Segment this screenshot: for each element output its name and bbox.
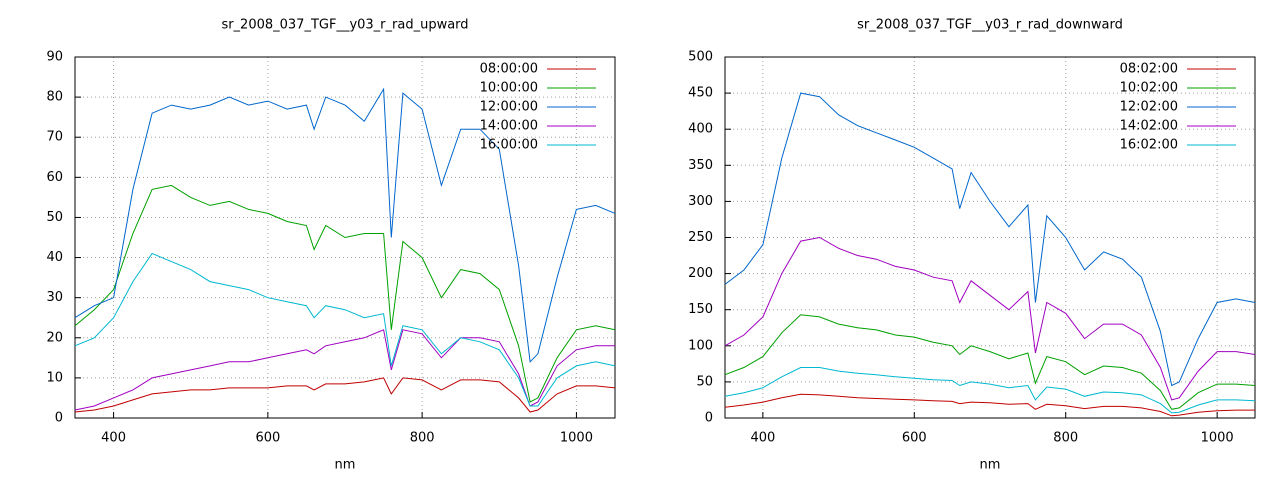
x-tick-label: 400 (101, 431, 126, 446)
x-tick-label: 1000 (560, 431, 593, 446)
y-tick-label: 60 (46, 170, 63, 185)
x-tick-label: 800 (410, 431, 435, 446)
y-tick-label: 450 (688, 86, 713, 101)
y-tick-label: 500 (688, 50, 713, 65)
legend-label: 14:00:00 (480, 119, 538, 134)
data-line (74, 252, 616, 407)
data-line (74, 87, 616, 363)
data-line (724, 92, 1256, 387)
y-tick-label: 350 (688, 158, 713, 173)
y-tick-label: 250 (688, 230, 713, 245)
y-tick-label: 20 (46, 330, 63, 345)
x-tick-label: 400 (750, 431, 775, 446)
chart-title: sr_2008_037_TGF__y03_r_rad_upward (221, 18, 468, 33)
y-tick-label: 50 (46, 210, 63, 225)
plot-frame (74, 56, 616, 419)
data-line (724, 367, 1256, 414)
y-tick-label: 80 (46, 90, 63, 105)
y-tick-label: 150 (688, 302, 713, 317)
y-tick-label: 0 (55, 411, 63, 426)
legend-label: 10:02:00 (1120, 81, 1178, 96)
data-line (724, 236, 1256, 401)
chart-title: sr_2008_037_TGF__y03_r_rad_downward (857, 18, 1123, 33)
x-axis-label: nm (980, 458, 1001, 473)
y-tick-label: 70 (46, 130, 63, 145)
y-tick-label: 300 (688, 194, 713, 209)
x-tick-label: 600 (902, 431, 927, 446)
data-line (74, 377, 616, 413)
data-line (724, 314, 1256, 410)
y-tick-label: 10 (46, 370, 63, 385)
legend-label: 16:02:00 (1120, 138, 1178, 153)
legend-label: 10:00:00 (480, 81, 538, 96)
legend-label: 08:00:00 (480, 62, 538, 77)
y-tick-label: 0 (705, 411, 713, 426)
y-tick-label: 200 (688, 266, 713, 281)
y-tick-label: 400 (688, 122, 713, 137)
plot-frame (724, 56, 1256, 419)
y-tick-label: 90 (46, 50, 63, 65)
y-tick-label: 50 (696, 374, 713, 389)
y-tick-label: 30 (46, 290, 63, 305)
legend-label: 14:02:00 (1120, 119, 1178, 134)
x-axis-label: nm (335, 458, 356, 473)
y-tick-label: 40 (46, 250, 63, 265)
x-tick-label: 800 (1053, 431, 1078, 446)
data-line (74, 184, 616, 403)
data-line (74, 329, 615, 411)
y-tick-label: 100 (688, 338, 713, 353)
legend-label: 16:00:00 (480, 138, 538, 153)
x-tick-label: 600 (255, 431, 280, 446)
data-line (724, 393, 1255, 417)
x-tick-label: 1000 (1201, 431, 1234, 446)
legend-label: 08:02:00 (1120, 62, 1178, 77)
legend-label: 12:02:00 (1120, 100, 1178, 115)
legend-label: 12:00:00 (480, 100, 538, 115)
